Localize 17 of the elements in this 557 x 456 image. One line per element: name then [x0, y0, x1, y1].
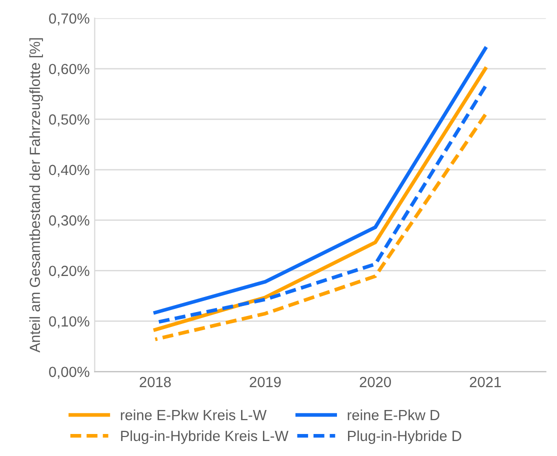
y-tick-label: 0,70% [49, 13, 90, 26]
legend-label: reine E-Pkw D [348, 410, 440, 420]
y-tick-label: 0,60% [49, 64, 90, 76]
y-tick-label: 0,50% [49, 114, 90, 126]
x-tick-label: 2018 [140, 376, 171, 388]
y-tick-label: 0,20% [49, 266, 90, 278]
x-tick-label: 2021 [470, 376, 501, 388]
x-tick-label: 2019 [250, 376, 281, 388]
legend-label: Plug-in-Hybride D [348, 430, 462, 444]
x-tick-label: 2020 [360, 376, 391, 388]
y-tick-label: 0,10% [49, 316, 90, 328]
y-axis-title: Anteil am Gesamtbestand der Fahrzeugflotte [%] [29, 38, 43, 353]
y-tick-label: 0,40% [49, 164, 90, 177]
y-tick-label: 0,30% [49, 215, 90, 228]
legend-label: Plug-in-Hybride Kreis L-W [121, 430, 288, 444]
y-tick-label: 0,00% [49, 366, 90, 379]
legend-label: reine E-Pkw Kreis L-W [120, 410, 267, 420]
